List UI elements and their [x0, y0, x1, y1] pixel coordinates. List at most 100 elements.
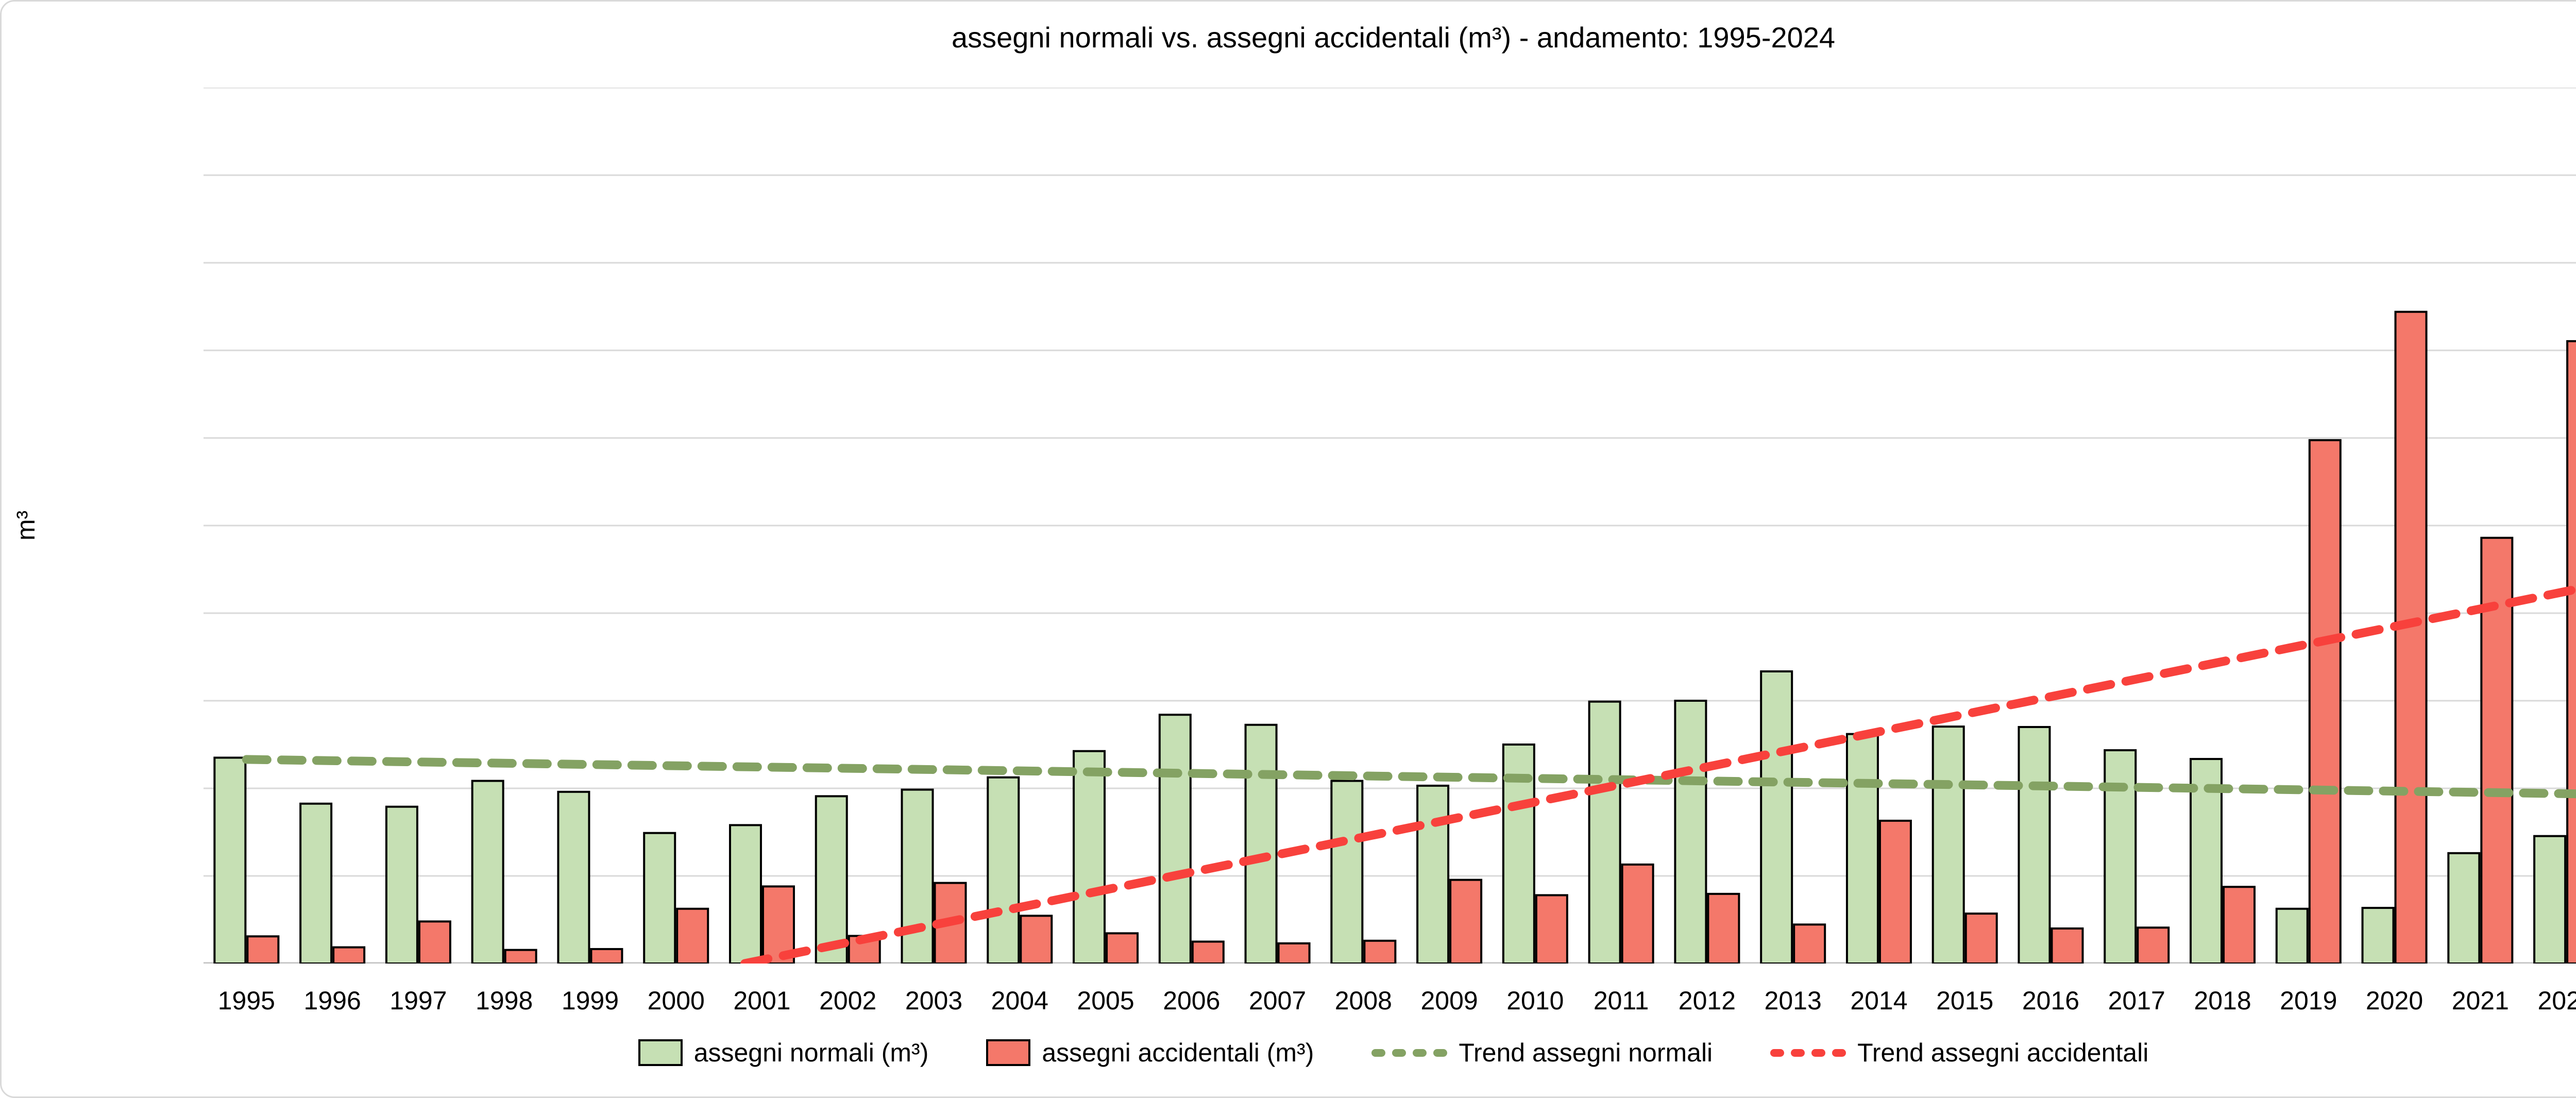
bar-normali-2017 [2104, 749, 2137, 964]
legend-item-3: Trend assegni accidentali [1770, 1038, 2148, 1067]
bar-normali-2000 [643, 832, 676, 964]
bar-normali-2001 [728, 824, 762, 964]
legend-label: assegni normali (m³) [693, 1038, 929, 1067]
bar-accidentali-2005 [1106, 932, 1139, 964]
dash-segment [1811, 1049, 1826, 1057]
bar-normali-1997 [385, 805, 418, 964]
bar-accidentali-2007 [1277, 942, 1311, 964]
x-tick-label-2000: 2000 [647, 986, 705, 1015]
x-tick-label-2018: 2018 [2194, 986, 2251, 1015]
bar-accidentali-2008 [1363, 939, 1397, 964]
dash-segment [1433, 1049, 1448, 1057]
legend-item-1: assegni accidentali (m³) [986, 1038, 1314, 1067]
legend-label: assegni accidentali (m³) [1042, 1038, 1314, 1067]
bar-normali-1995 [213, 756, 247, 964]
x-tick-label-2006: 2006 [1163, 986, 1221, 1015]
x-tick-label-1996: 1996 [303, 986, 361, 1015]
bar-accidentali-1997 [418, 920, 451, 964]
dash-segment [1832, 1049, 1846, 1057]
bar-normali-1999 [557, 790, 590, 964]
bar-normali-2013 [1760, 670, 1793, 964]
legend-dash-swatch-icon [1371, 1049, 1448, 1057]
x-tick-label-1995: 1995 [217, 986, 275, 1015]
legend-box-swatch-icon [986, 1039, 1031, 1066]
x-tick-label-2005: 2005 [1077, 986, 1134, 1015]
bar-accidentali-2011 [1621, 863, 1654, 964]
x-tick-label-2013: 2013 [1764, 986, 1822, 1015]
bar-normali-2008 [1330, 780, 1364, 964]
x-tick-label-2015: 2015 [1936, 986, 1994, 1015]
x-tick-label-2022: 2022 [2537, 986, 2576, 1015]
x-tick-label-2002: 2002 [819, 986, 877, 1015]
x-tick-label-2007: 2007 [1248, 986, 1307, 1015]
chart-title: assegni normali vs. assegni accidentali … [951, 21, 1836, 54]
dash-segment [1791, 1049, 1805, 1057]
bar-accidentali-2012 [1707, 892, 1740, 964]
bar-accidentali-2009 [1449, 879, 1483, 964]
bar-normali-2020 [2361, 907, 2395, 964]
x-axis-tick-labels: 1995 1996 1997 1998 1999 2000 2001 2002 2003 2004… [204, 985, 2576, 1021]
bar-normali-1996 [299, 802, 333, 964]
x-tick-label-2004: 2004 [991, 986, 1048, 1015]
legend-box-swatch-icon [638, 1039, 683, 1066]
dash-segment [1770, 1049, 1785, 1057]
bar-accidentali-2016 [2050, 927, 2084, 964]
x-tick-label-2020: 2020 [2365, 986, 2424, 1015]
dash-segment [1371, 1049, 1386, 1057]
bar-normali-2021 [2447, 852, 2481, 964]
bar-accidentali-2010 [1535, 894, 1568, 964]
x-tick-label-2008: 2008 [1334, 986, 1392, 1015]
bar-normali-2007 [1244, 723, 1278, 964]
bar-normali-2002 [815, 795, 848, 964]
bar-normali-2015 [1931, 725, 1965, 964]
dash-segment [1413, 1049, 1427, 1057]
bar-accidentali-2000 [676, 907, 709, 964]
legend-item-0: assegni normali (m³) [638, 1038, 929, 1067]
dash-segment [1392, 1049, 1406, 1057]
bar-normali-2014 [1845, 733, 1879, 964]
bar-normali-2018 [2190, 758, 2223, 964]
bar-accidentali-2019 [2308, 439, 2342, 964]
chart-legend: assegni normali (m³) assegni accidentali … [2, 1029, 2576, 1076]
bar-normali-2022 [2533, 835, 2567, 964]
bar-accidentali-1999 [590, 948, 623, 964]
x-tick-label-1997: 1997 [389, 986, 447, 1015]
x-tick-label-2021: 2021 [2451, 986, 2509, 1015]
x-tick-label-2009: 2009 [1420, 986, 1478, 1015]
legend-item-2: Trend assegni normali [1371, 1038, 1713, 1067]
legend-dash-swatch-icon [1770, 1049, 1846, 1057]
bar-normali-2004 [987, 776, 1020, 964]
bar-accidentali-2018 [2223, 886, 2256, 964]
bar-accidentali-2006 [1191, 940, 1225, 964]
bar-accidentali-2017 [2137, 926, 2170, 964]
x-tick-label-2003: 2003 [905, 986, 963, 1015]
bar-normali-2016 [2018, 726, 2051, 964]
x-tick-label-1999: 1999 [561, 986, 619, 1015]
bar-accidentali-2004 [1020, 915, 1053, 964]
bar-accidentali-1995 [246, 935, 280, 964]
bar-accidentali-1996 [332, 946, 366, 964]
x-tick-label-2016: 2016 [2022, 986, 2080, 1015]
legend-label: Trend assegni normali [1459, 1038, 1713, 1067]
x-tick-label-2019: 2019 [2280, 986, 2337, 1015]
bar-accidentali-2015 [1964, 913, 1998, 964]
bar-normali-2009 [1416, 784, 1450, 964]
x-tick-label-2011: 2011 [1593, 986, 1649, 1015]
bar-accidentali-2014 [1878, 819, 1912, 964]
bar-accidentali-1998 [504, 949, 537, 964]
bar-accidentali-2020 [2394, 311, 2428, 964]
trend-accidentali-line [740, 585, 2576, 964]
x-tick-label-2001: 2001 [733, 986, 791, 1015]
bar-normali-2006 [1158, 714, 1192, 964]
bar-normali-2019 [2275, 907, 2309, 964]
bar-normali-2011 [1588, 700, 1621, 964]
y-axis-title: m³ [11, 510, 41, 541]
x-tick-label-1998: 1998 [476, 986, 533, 1015]
x-tick-label-2010: 2010 [1506, 986, 1564, 1015]
plot-area [204, 88, 2576, 964]
x-tick-label-2014: 2014 [1850, 986, 1908, 1015]
bar-normali-1998 [471, 780, 504, 964]
x-tick-label-2012: 2012 [1678, 986, 1736, 1015]
legend-label: Trend assegni accidentali [1857, 1038, 2149, 1067]
